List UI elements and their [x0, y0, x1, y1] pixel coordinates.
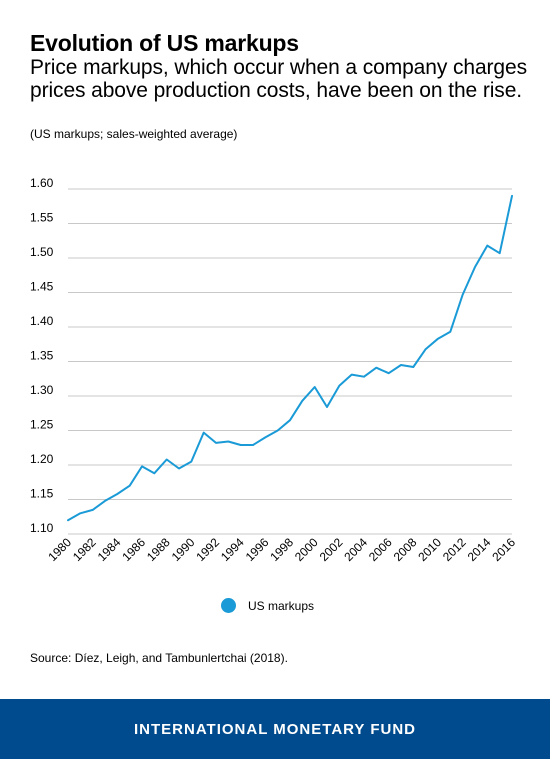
x-tick-label-1982: 1982 [70, 535, 99, 564]
footer-banner: INTERNATIONAL MONETARY FUND [0, 699, 550, 759]
x-axis: 1980198219841986198819901992199419961998… [45, 535, 518, 564]
legend: US markups [221, 598, 314, 613]
legend-swatch-us-markups [221, 598, 236, 613]
data-point-2004 [362, 375, 366, 379]
data-point-2016 [510, 194, 514, 198]
x-tick-label-1994: 1994 [218, 535, 247, 564]
data-point-1980 [66, 518, 70, 522]
data-point-2015 [498, 251, 502, 255]
data-point-1992 [214, 441, 218, 445]
data-point-2005 [374, 366, 378, 370]
y-tick-label-1.45: 1.45 [30, 280, 54, 294]
y-tick-label-1.15: 1.15 [30, 487, 54, 501]
line-chart: 1.10 1.15 1.20 1.25 1.30 1.35 1.40 1.45 1.50 1.55… [30, 176, 518, 564]
footer-logo-text: INTERNATIONAL MONETARY FUND [134, 720, 416, 738]
data-point-1990 [189, 460, 193, 464]
data-point-1987 [152, 471, 156, 475]
data-point-2001 [325, 405, 329, 409]
y-tick-label-1.35: 1.35 [30, 349, 54, 363]
y-tick-label-1.55: 1.55 [30, 211, 54, 225]
x-tick-label-1988: 1988 [144, 535, 173, 564]
data-point-1997 [276, 429, 280, 433]
series-line-us-markups [67, 194, 513, 522]
data-point-2010 [436, 337, 440, 341]
chart-subtitle: Price markups, which occur when a compan… [30, 56, 527, 102]
data-point-1986 [140, 464, 144, 468]
grid-lines [68, 188, 512, 535]
legend-label-us-markups: US markups [248, 598, 315, 613]
y-tick-label-1.40: 1.40 [30, 314, 54, 328]
data-point-2003 [350, 373, 354, 377]
x-tick-label-1984: 1984 [95, 535, 124, 564]
y-tick-label-1.30: 1.30 [30, 383, 54, 397]
y-tick-label-1.10: 1.10 [30, 521, 54, 535]
data-point-1981 [78, 511, 82, 515]
y-tick-label-1.50: 1.50 [30, 245, 54, 259]
data-point-2012 [461, 293, 465, 297]
y-axis: 1.10 1.15 1.20 1.25 1.30 1.35 1.40 1.45 1.50 1.55… [30, 176, 54, 535]
series-layer [66, 194, 514, 522]
y-tick-label-1.60: 1.60 [30, 176, 54, 190]
data-point-1982 [91, 508, 95, 512]
y-tick-label-1.20: 1.20 [30, 452, 54, 466]
data-point-2006 [387, 371, 391, 375]
data-point-1989 [177, 467, 181, 471]
x-tick-label-1990: 1990 [169, 535, 198, 564]
data-point-2009 [424, 347, 428, 351]
data-point-1999 [300, 399, 304, 403]
data-point-2007 [399, 363, 403, 367]
chart-note: (US markups; sales-weighted average) [30, 127, 238, 141]
x-tick-label-1992: 1992 [193, 535, 222, 564]
data-point-1984 [115, 492, 119, 496]
x-tick-label-1996: 1996 [243, 535, 272, 564]
data-point-1996 [263, 435, 267, 439]
data-point-1995 [251, 443, 255, 447]
x-tick-label-2004: 2004 [341, 535, 370, 564]
data-point-2002 [337, 384, 341, 388]
x-tick-label-2010: 2010 [415, 535, 444, 564]
data-point-1983 [103, 499, 107, 503]
x-tick-label-2008: 2008 [391, 535, 420, 564]
data-point-1991 [202, 431, 206, 435]
data-point-1998 [288, 418, 292, 422]
x-tick-label-1980: 1980 [45, 535, 74, 564]
data-point-1993 [226, 440, 230, 444]
source-note: Source: Díez, Leigh, and Tambunlertchai … [30, 651, 288, 665]
data-point-2013 [473, 265, 477, 269]
x-tick-label-2014: 2014 [465, 535, 494, 564]
x-tick-label-2006: 2006 [366, 535, 395, 564]
data-point-1985 [128, 484, 132, 488]
data-point-1994 [239, 443, 243, 447]
data-point-2000 [313, 385, 317, 389]
x-tick-label-1986: 1986 [119, 535, 148, 564]
data-point-1988 [165, 458, 169, 462]
x-tick-label-2002: 2002 [317, 535, 346, 564]
x-tick-label-2000: 2000 [292, 535, 321, 564]
data-point-2014 [485, 244, 489, 248]
x-tick-label-2016: 2016 [489, 535, 518, 564]
y-tick-label-1.25: 1.25 [30, 418, 54, 432]
data-point-2008 [411, 365, 415, 369]
chart-title: Evolution of US markups [30, 30, 299, 56]
data-point-2011 [448, 330, 452, 334]
x-tick-label-1998: 1998 [267, 535, 296, 564]
x-tick-label-2012: 2012 [440, 535, 469, 564]
